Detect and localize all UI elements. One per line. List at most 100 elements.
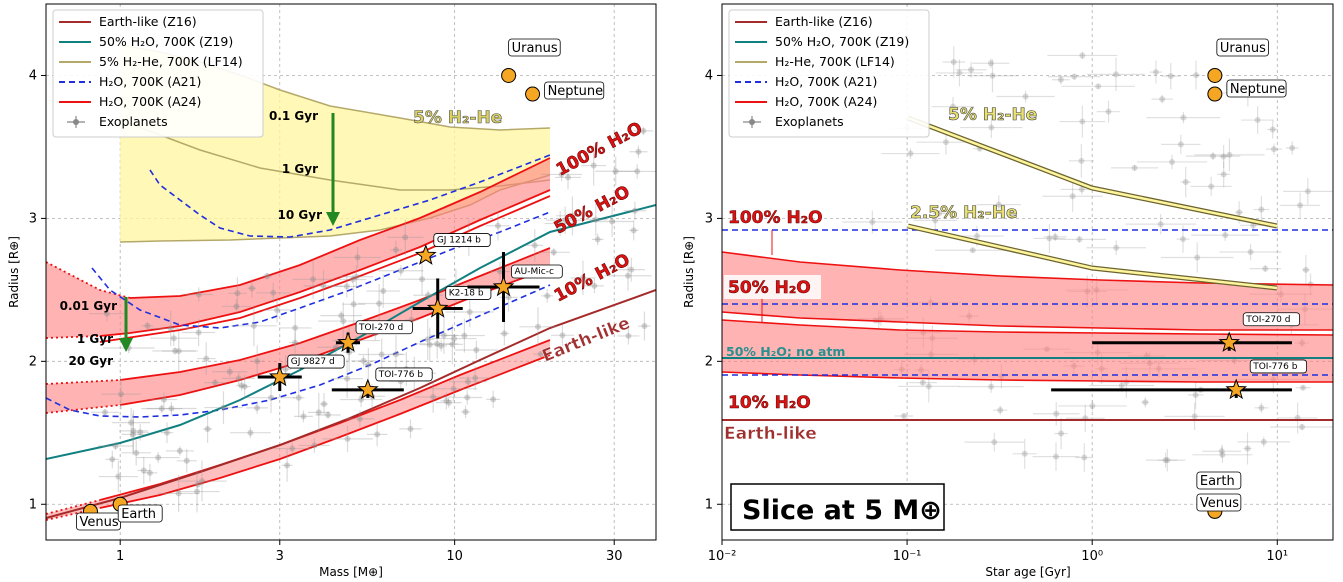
left-ticks: 1 3 10 30 1 2 3 4 bbox=[29, 68, 623, 564]
exoplanet-point bbox=[168, 405, 175, 412]
exoplanet-point bbox=[434, 340, 441, 347]
exoplanet-point bbox=[445, 399, 452, 406]
exoplanet-point bbox=[1262, 265, 1269, 272]
r-water50-band bbox=[722, 320, 1333, 382]
exoplanet-point bbox=[183, 457, 190, 464]
water100-lower bbox=[99, 189, 551, 337]
left-ytick-label: 2 bbox=[29, 354, 37, 369]
exoplanet-point bbox=[490, 396, 497, 403]
exoplanet-point bbox=[129, 431, 136, 438]
exoplanet-point bbox=[392, 246, 399, 253]
exoplanet-point bbox=[1052, 233, 1059, 240]
dotted-young2 bbox=[46, 379, 121, 385]
right-ytick-label: 3 bbox=[705, 211, 713, 226]
exoplanet-point bbox=[505, 294, 512, 301]
label-venus: Venus bbox=[1200, 496, 1239, 511]
r-red4 bbox=[722, 371, 1333, 383]
exoplanet-point bbox=[534, 323, 541, 330]
exoplanet-point bbox=[1177, 141, 1184, 148]
r-red2 bbox=[722, 311, 1333, 331]
exoplanet-point bbox=[590, 162, 597, 169]
exoplanet-point bbox=[635, 148, 642, 155]
exoplanet-point bbox=[354, 254, 361, 261]
exoplanet-point bbox=[497, 268, 504, 275]
left-xtick-label: 3 bbox=[276, 549, 284, 564]
exoplanet-point bbox=[392, 351, 399, 358]
exoplanet-point bbox=[1053, 410, 1060, 417]
exoplanet-point bbox=[1071, 73, 1078, 80]
exoplanet-point bbox=[233, 303, 240, 310]
exoplanet-point bbox=[1220, 153, 1227, 160]
exoplanet-point bbox=[350, 301, 357, 308]
exoplanet-point bbox=[949, 103, 956, 110]
exoplanet-point bbox=[1022, 93, 1029, 100]
label-10water: 10% H₂O bbox=[551, 250, 633, 307]
exoplanet-point bbox=[634, 168, 641, 175]
exoplanet-point bbox=[353, 273, 360, 280]
exoplanet-point bbox=[612, 168, 619, 175]
legend-label: H₂O, 700K (A21) bbox=[99, 74, 201, 89]
label-5hhe: 5% H₂-He bbox=[413, 108, 502, 128]
z19-curve bbox=[46, 204, 656, 460]
exoplanet-point bbox=[1180, 236, 1187, 243]
exoplanet-point bbox=[462, 408, 469, 415]
exoplanet-point bbox=[226, 368, 233, 375]
legend-label: H₂O, 700K (A24) bbox=[775, 94, 877, 109]
solar-planet bbox=[1207, 86, 1223, 102]
exoplanet-point bbox=[942, 139, 949, 146]
label-neptune-box bbox=[1226, 79, 1287, 98]
label-neptune: Neptune bbox=[548, 84, 604, 99]
exoplanet-point bbox=[995, 201, 1002, 208]
exoplanet-point bbox=[1081, 454, 1088, 461]
a21-100 bbox=[149, 154, 551, 238]
solar-planet bbox=[525, 86, 541, 102]
exoplanet-point bbox=[1299, 423, 1306, 430]
exoplanet-point bbox=[292, 324, 299, 331]
left-ytick-label: 4 bbox=[29, 68, 37, 83]
right-ytick-label: 4 bbox=[705, 68, 713, 83]
legend-marker bbox=[749, 119, 755, 125]
left-xtick-label: 1 bbox=[116, 549, 124, 564]
left-legend: Earth-like (Z16) 50% H₂O, 700K (Z19) 5% H₂… bbox=[52, 9, 264, 138]
exoplanet-point bbox=[501, 330, 508, 337]
label-venus-box bbox=[1196, 493, 1242, 512]
planet-star bbox=[1225, 378, 1248, 400]
r-label-earthlike: Earth-like bbox=[724, 424, 817, 444]
exoplanet-point bbox=[1194, 254, 1201, 261]
planet-label: K2-18 b bbox=[449, 288, 484, 298]
exoplanet-point bbox=[438, 342, 445, 349]
legend-label: 5% H₂-He, 700K (LF14) bbox=[99, 54, 243, 69]
exoplanet-point bbox=[315, 409, 322, 416]
z16-curve bbox=[46, 289, 656, 519]
water100-upper bbox=[129, 157, 551, 299]
exoplanet-point bbox=[1112, 71, 1119, 78]
exoplanet-point bbox=[557, 220, 564, 227]
exoplanet-point bbox=[1131, 164, 1138, 171]
exoplanet-point bbox=[969, 247, 976, 254]
r-water100-band bbox=[722, 252, 1333, 330]
exoplanet-point bbox=[146, 469, 153, 476]
exoplanet-point bbox=[160, 396, 167, 403]
exoplanet-point bbox=[640, 127, 647, 134]
exoplanet-point bbox=[195, 329, 202, 336]
exoplanet-point bbox=[118, 391, 125, 398]
water-age-0: 0.01 Gyr bbox=[60, 299, 117, 313]
planet-label: AU-Mic-c bbox=[515, 267, 554, 277]
legend-label: H₂O, 700K (A24) bbox=[99, 94, 201, 109]
exoplanet-point bbox=[170, 335, 177, 342]
left-xtick-label: 10 bbox=[446, 549, 463, 564]
exoplanet-point bbox=[1254, 117, 1261, 124]
exoplanet-point bbox=[194, 481, 201, 488]
exoplanet-point bbox=[451, 335, 458, 342]
hhe-age-1: 1 Gyr bbox=[282, 162, 318, 176]
exoplanet-point bbox=[250, 322, 257, 329]
exoplanet-point bbox=[1058, 430, 1065, 437]
label-earth: Earth bbox=[1200, 474, 1235, 489]
water-age-2: 20 Gyr bbox=[69, 354, 114, 368]
exoplanet-point bbox=[630, 227, 637, 234]
exoplanet-point bbox=[443, 397, 450, 404]
planet-star bbox=[1218, 331, 1241, 352]
exoplanet-point bbox=[140, 467, 147, 474]
r-label-noatm: 50% H₂O; no atm bbox=[726, 344, 845, 359]
exoplanet-point bbox=[402, 234, 409, 241]
